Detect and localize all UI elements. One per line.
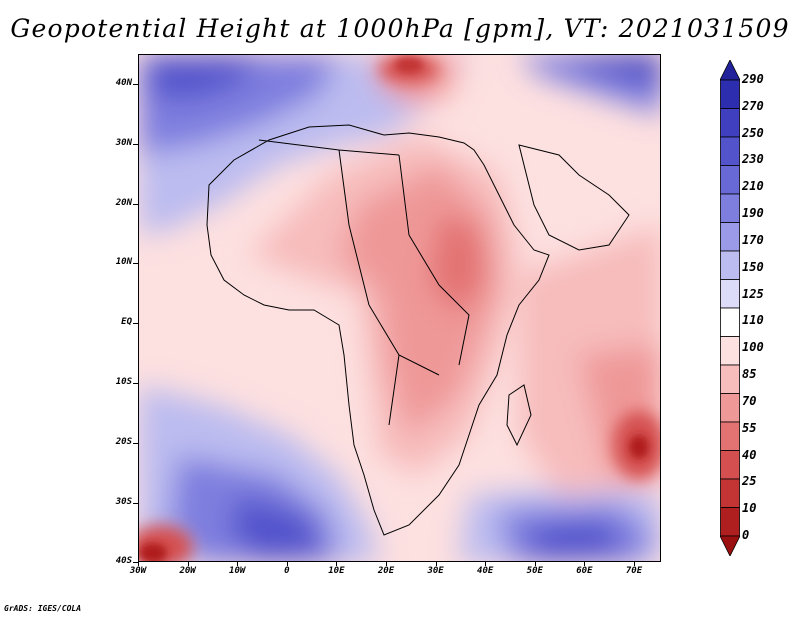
lon-label-20e: 20E [377, 566, 395, 576]
colorbar-label: 150 [742, 259, 764, 274]
lat-tick [133, 562, 138, 564]
colorbar-label: 0 [742, 528, 750, 542]
lon-tick [584, 562, 586, 566]
lon-label-50e: 50E [526, 566, 543, 576]
lat-tick [133, 143, 138, 145]
lon-label-30w: 30W [129, 566, 147, 576]
colorbar-swatch [720, 79, 740, 109]
lon-tick [187, 562, 189, 566]
lon-tick [286, 562, 288, 566]
colorbar-label: 190 [742, 206, 764, 221]
colorbar-label: 270 [742, 98, 764, 113]
map-plot [138, 54, 661, 562]
lon-tick [336, 562, 338, 566]
lon-label-20w: 20W [179, 566, 196, 576]
colorbar-swatch [720, 279, 740, 309]
lat-label-10s: 10S [115, 377, 132, 387]
lat-tick [133, 84, 138, 85]
lat-tick [133, 383, 138, 384]
lat-label-30s: 30S [115, 496, 132, 507]
lon-label-40e: 40E [477, 566, 494, 576]
lat-tick [133, 203, 138, 205]
lon-tick [386, 562, 387, 566]
colorbar-label: 170 [742, 232, 764, 247]
coastlines [206, 124, 630, 536]
lat-tick [133, 323, 138, 325]
colorbar-label: 210 [742, 179, 764, 194]
colorbar-swatch [720, 250, 740, 280]
height-field [139, 55, 660, 561]
colorbar-swatch [720, 507, 740, 537]
lon-label-10e: 10E [328, 566, 345, 576]
lat-label-30n: 30N [115, 137, 132, 148]
colorbar-swatch [720, 193, 740, 223]
colorbar-label: 230 [742, 152, 764, 167]
lat-label-20n: 20N [115, 197, 132, 208]
lat-tick [133, 502, 138, 504]
colorbar-label: 70 [742, 393, 757, 408]
lon-label-30e: 30E [427, 566, 444, 576]
colorbar-swatch [720, 165, 740, 195]
lat-label-40s: 40S [115, 556, 132, 567]
lon-tick [634, 562, 635, 566]
colorbar-swatch [720, 364, 740, 394]
lon-tick [237, 562, 239, 566]
colorbar [720, 60, 740, 556]
colorbar-swatch [720, 421, 740, 451]
colorbar-label: 25 [742, 474, 757, 489]
lat-label-20s: 20S [115, 436, 132, 447]
lat-tick [133, 442, 138, 444]
lon-label-70e: 70E [625, 566, 643, 576]
lon-tick [485, 562, 487, 566]
lon-label-60e: 60E [576, 566, 593, 576]
colorbar-label: 110 [742, 313, 764, 328]
geopotential-map [139, 55, 660, 561]
lon-label-0: 0 [284, 566, 290, 576]
colorbar-swatch [720, 393, 740, 423]
colorbar-swatch [720, 450, 740, 480]
colorbar-arrow-bottom [720, 535, 740, 556]
lat-label-eq: EQ [121, 317, 132, 328]
colorbar-swatch [720, 136, 740, 166]
colorbar-label: 40 [742, 447, 757, 462]
colorbar-swatch [720, 222, 740, 252]
lon-tick [534, 562, 536, 566]
colorbar-label: 290 [742, 72, 764, 86]
colorbar-label: 125 [742, 286, 764, 301]
colorbar-label: 55 [742, 420, 757, 435]
map-title: Geopotential Height at 1000hPa [gpm], VT… [10, 14, 790, 43]
colorbar-swatch [720, 336, 740, 366]
colorbar-label: 100 [742, 340, 764, 355]
credit-footer: GrADS: IGES/COLA [4, 604, 82, 613]
colorbar-label: 250 [742, 125, 764, 140]
colorbar-swatch [720, 108, 740, 138]
lat-label-40n: 40N [115, 78, 132, 88]
colorbar-swatch [720, 307, 740, 337]
colorbar-label: 10 [742, 501, 757, 516]
colorbar-swatch [720, 478, 740, 508]
colorbar-arrow-top [720, 60, 740, 81]
lon-tick [138, 562, 139, 566]
colorbar-label: 85 [742, 367, 757, 382]
lat-tick [133, 263, 138, 265]
lat-label-10n: 10N [115, 257, 132, 268]
lon-label-10w: 10W [229, 566, 246, 576]
lon-tick [435, 562, 437, 566]
